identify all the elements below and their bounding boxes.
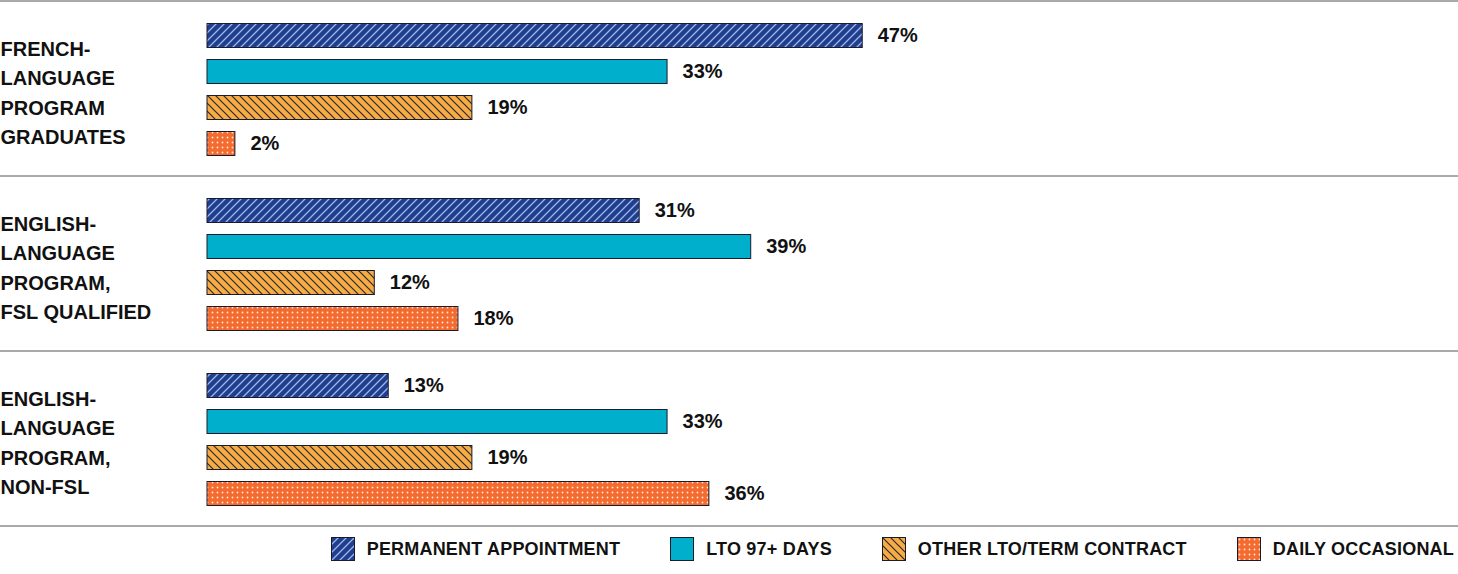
svg-text:19%: 19%	[487, 446, 527, 468]
html-text:PERMANENT APPOINTMENT: PERMANENT APPOINTMENT	[366, 538, 621, 559]
svg-text:19%: 19%	[487, 96, 527, 118]
svg-text:18%: 18%	[473, 307, 513, 329]
svg-text:36%: 36%	[724, 482, 764, 504]
svg-text:13%: 13%	[404, 374, 444, 396]
svg-text:47%: 47%	[878, 24, 918, 46]
html-text:LTO 97+ DAYS: LTO 97+ DAYS	[706, 538, 832, 559]
svg-text:12%: 12%	[390, 271, 430, 293]
svg-text:33%: 33%	[683, 410, 723, 432]
svg-text:33%: 33%	[683, 60, 723, 82]
svg-text:2%: 2%	[250, 132, 279, 154]
svg-text:ENGLISH-LANGUAGEPROGRAM,FSL QU: ENGLISH-LANGUAGEPROGRAM,FSL QUALIFIED	[1, 213, 152, 324]
svg-text:ENGLISH-LANGUAGEPROGRAM,NON-FS: ENGLISH-LANGUAGEPROGRAM,NON-FSL	[1, 388, 115, 499]
svg-text:39%: 39%	[766, 235, 806, 257]
html-text:OTHER LTO/TERM CONTRACT: OTHER LTO/TERM CONTRACT	[917, 538, 1187, 559]
html-text:DAILY OCCASIONAL: DAILY OCCASIONAL	[1272, 538, 1454, 559]
svg-text:31%: 31%	[655, 199, 695, 221]
svg-text:FRENCH-LANGUAGEPROGRAMGRADUATE: FRENCH-LANGUAGEPROGRAMGRADUATES	[1, 38, 126, 149]
